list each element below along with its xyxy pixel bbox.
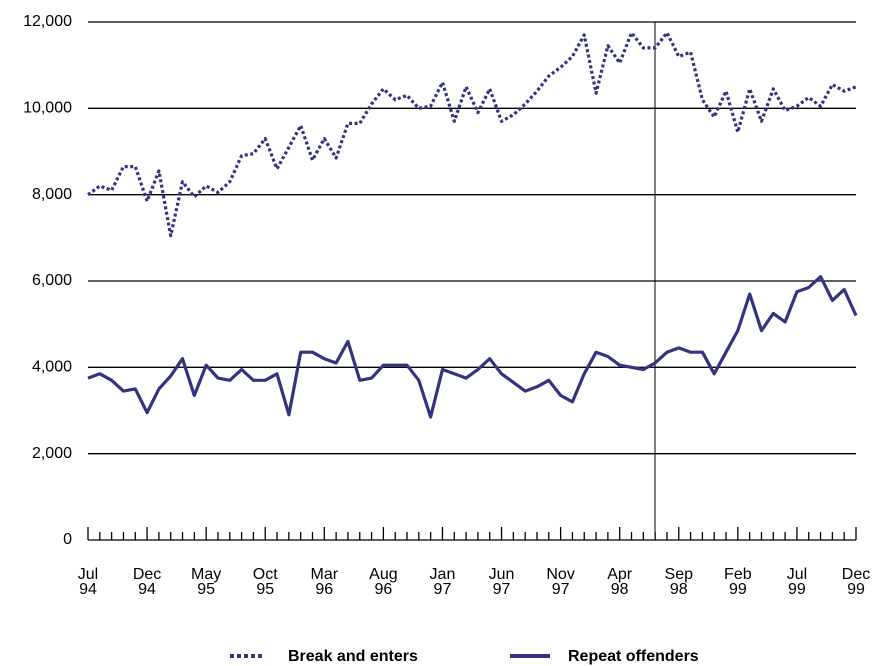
x-tick-label: May 95 bbox=[191, 566, 222, 598]
y-tick-label: 0 bbox=[63, 531, 72, 548]
y-tick-label: 12,000 bbox=[23, 13, 72, 30]
y-tick-label: 4,000 bbox=[32, 359, 72, 376]
x-tick-label: Jun 97 bbox=[488, 566, 515, 598]
legend-label: Repeat offenders bbox=[568, 648, 699, 665]
x-tick-label: Jul 94 bbox=[77, 566, 99, 598]
legend-label: Break and enters bbox=[288, 648, 418, 665]
x-tick-label: Dec 99 bbox=[841, 566, 871, 598]
y-tick-label: 2,000 bbox=[32, 445, 72, 462]
x-tick-label: Feb 99 bbox=[724, 566, 752, 598]
series-line bbox=[87, 275, 858, 419]
y-tick-label: 10,000 bbox=[23, 100, 72, 117]
y-tick-label: 8,000 bbox=[32, 186, 72, 203]
x-tick-label: Apr 98 bbox=[607, 566, 633, 598]
x-tick-label: Dec 94 bbox=[132, 566, 162, 598]
x-tick-label: Jan 97 bbox=[429, 566, 456, 598]
x-tick-label: Nov 97 bbox=[546, 566, 575, 598]
y-tick-label: 6,000 bbox=[32, 272, 72, 289]
x-tick-label: Jul 99 bbox=[786, 566, 808, 598]
x-tick-label: Sep 98 bbox=[664, 566, 693, 598]
x-tick-label: Aug 96 bbox=[369, 566, 398, 598]
x-tick-label: Oct 95 bbox=[252, 566, 278, 598]
series-line bbox=[87, 31, 857, 238]
x-tick-label: Mar 96 bbox=[310, 566, 339, 598]
